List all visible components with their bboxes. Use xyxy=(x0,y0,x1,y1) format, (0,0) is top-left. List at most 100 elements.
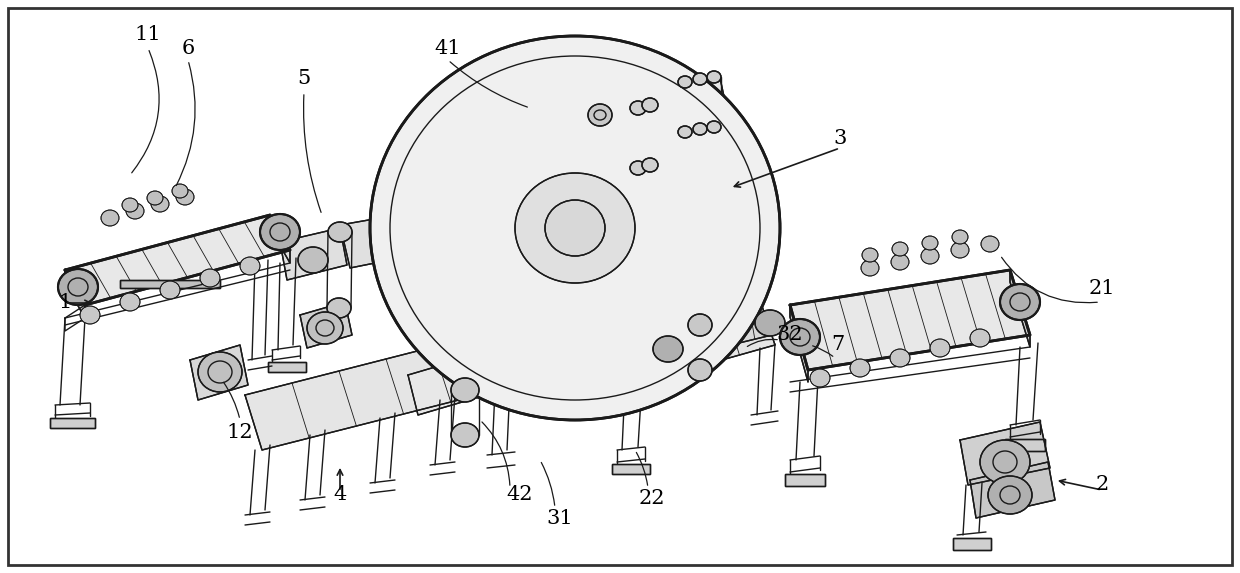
Ellipse shape xyxy=(260,214,300,250)
Text: 6: 6 xyxy=(181,38,195,57)
Text: 2: 2 xyxy=(1095,476,1109,494)
Bar xyxy=(954,538,991,550)
Bar xyxy=(268,362,306,372)
Polygon shape xyxy=(630,210,740,246)
Ellipse shape xyxy=(688,314,712,336)
Bar xyxy=(954,538,991,550)
Bar xyxy=(50,418,95,428)
Text: 32: 32 xyxy=(776,325,804,344)
Ellipse shape xyxy=(298,247,329,273)
Text: 12: 12 xyxy=(227,422,253,442)
Polygon shape xyxy=(556,68,694,126)
Polygon shape xyxy=(960,422,1050,485)
Bar xyxy=(120,280,219,288)
Ellipse shape xyxy=(120,293,140,311)
Text: 1: 1 xyxy=(58,293,72,312)
Polygon shape xyxy=(300,302,352,348)
Bar xyxy=(1004,439,1045,451)
Polygon shape xyxy=(790,270,1030,370)
Polygon shape xyxy=(410,210,520,246)
Ellipse shape xyxy=(172,184,188,198)
Ellipse shape xyxy=(451,378,479,402)
Bar xyxy=(613,464,650,474)
Ellipse shape xyxy=(642,158,658,172)
Polygon shape xyxy=(665,312,773,360)
Ellipse shape xyxy=(241,257,260,275)
Ellipse shape xyxy=(952,230,968,244)
Ellipse shape xyxy=(780,319,820,355)
Ellipse shape xyxy=(678,76,692,88)
Text: 31: 31 xyxy=(547,508,573,528)
Polygon shape xyxy=(246,335,498,450)
Ellipse shape xyxy=(892,242,908,256)
Ellipse shape xyxy=(862,248,878,262)
Polygon shape xyxy=(340,218,391,268)
Ellipse shape xyxy=(755,310,785,336)
Bar xyxy=(1004,439,1045,451)
Ellipse shape xyxy=(81,306,100,324)
Ellipse shape xyxy=(923,236,937,250)
Ellipse shape xyxy=(688,359,712,381)
Ellipse shape xyxy=(981,236,999,252)
Ellipse shape xyxy=(892,254,909,270)
Text: 5: 5 xyxy=(298,69,311,88)
Ellipse shape xyxy=(630,161,646,175)
Ellipse shape xyxy=(693,73,707,85)
Polygon shape xyxy=(672,78,728,122)
Bar xyxy=(613,464,650,474)
Ellipse shape xyxy=(451,423,479,447)
Polygon shape xyxy=(970,462,1055,518)
Ellipse shape xyxy=(630,101,646,115)
Ellipse shape xyxy=(980,440,1030,484)
Ellipse shape xyxy=(546,200,605,256)
Ellipse shape xyxy=(327,298,351,318)
Text: 42: 42 xyxy=(507,485,533,504)
Ellipse shape xyxy=(999,284,1040,320)
Polygon shape xyxy=(534,167,694,218)
Bar xyxy=(785,474,825,486)
Text: 22: 22 xyxy=(639,489,665,508)
Polygon shape xyxy=(190,345,248,400)
Polygon shape xyxy=(408,345,520,415)
Ellipse shape xyxy=(642,98,658,112)
Bar xyxy=(120,280,219,288)
Bar xyxy=(268,362,306,372)
Ellipse shape xyxy=(160,281,180,299)
Ellipse shape xyxy=(707,121,720,133)
Ellipse shape xyxy=(126,203,144,219)
Ellipse shape xyxy=(678,126,692,138)
Text: 4: 4 xyxy=(334,485,347,504)
Ellipse shape xyxy=(653,336,683,362)
Polygon shape xyxy=(270,215,290,263)
Ellipse shape xyxy=(151,196,169,212)
Ellipse shape xyxy=(861,260,879,276)
Ellipse shape xyxy=(970,329,990,347)
Polygon shape xyxy=(280,228,347,280)
Ellipse shape xyxy=(951,242,968,258)
Ellipse shape xyxy=(200,269,219,287)
Polygon shape xyxy=(553,283,596,388)
Text: 11: 11 xyxy=(135,26,161,45)
Polygon shape xyxy=(1011,270,1030,347)
Polygon shape xyxy=(790,305,808,382)
Ellipse shape xyxy=(988,476,1032,514)
Ellipse shape xyxy=(707,71,720,83)
Ellipse shape xyxy=(176,189,193,205)
Polygon shape xyxy=(520,150,708,215)
Ellipse shape xyxy=(370,36,780,420)
Ellipse shape xyxy=(58,269,98,305)
Ellipse shape xyxy=(100,210,119,226)
Ellipse shape xyxy=(198,352,242,392)
Ellipse shape xyxy=(930,339,950,357)
Text: 3: 3 xyxy=(833,128,847,147)
Ellipse shape xyxy=(810,369,830,387)
Ellipse shape xyxy=(122,198,138,212)
Ellipse shape xyxy=(308,312,343,344)
Ellipse shape xyxy=(588,104,613,126)
Polygon shape xyxy=(64,270,86,318)
Ellipse shape xyxy=(921,248,939,264)
Ellipse shape xyxy=(148,191,162,205)
Text: 41: 41 xyxy=(435,38,461,57)
Ellipse shape xyxy=(515,173,635,283)
Bar xyxy=(50,418,95,428)
